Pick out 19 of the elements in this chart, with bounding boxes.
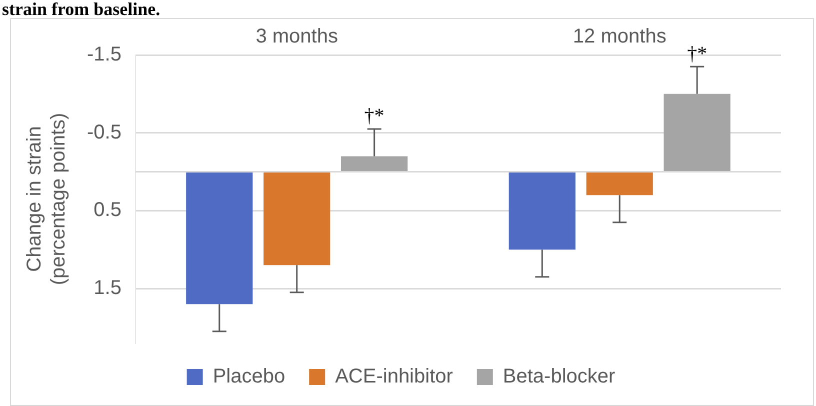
y-tick-label: -0.5	[86, 121, 122, 144]
y-tick-label: 0.5	[94, 199, 122, 222]
y-tick-label: -1.5	[86, 44, 122, 66]
chart-title: strain from baseline.	[2, 0, 160, 20]
y-tick-label: 1.5	[94, 277, 122, 300]
bar	[586, 172, 653, 196]
x-tick-label: 3 months	[256, 26, 338, 48]
bar	[264, 172, 330, 266]
legend-label: ACE-inhibitor	[335, 366, 454, 388]
bar	[341, 156, 408, 172]
bar	[664, 94, 730, 172]
bar	[508, 172, 576, 250]
annotation: †*	[364, 105, 384, 128]
bar	[186, 172, 253, 304]
legend-label: Placebo	[212, 366, 286, 388]
x-tick-label: 12 months	[572, 26, 666, 48]
annotation: †*	[687, 42, 708, 65]
legend-label: Beta-blocker	[502, 366, 616, 388]
y-axis-title: Change in strain (percentage points)	[24, 112, 70, 286]
